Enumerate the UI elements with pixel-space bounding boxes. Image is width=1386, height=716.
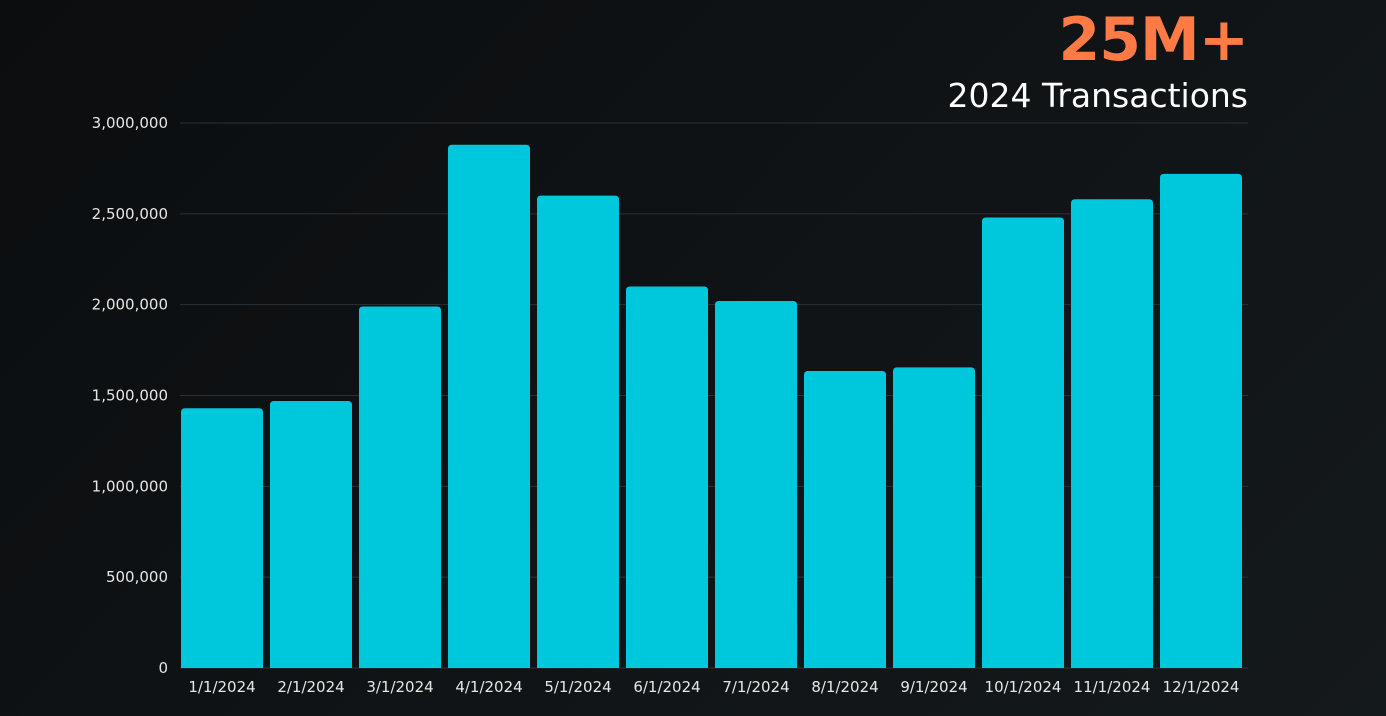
y-tick-label: 2,000,000 xyxy=(92,296,168,314)
x-tick-label: 8/1/2024 xyxy=(811,678,878,696)
x-tick-label: 12/1/2024 xyxy=(1163,678,1240,696)
headline-value: 25M+ xyxy=(1058,5,1249,75)
bar xyxy=(359,306,441,668)
bar xyxy=(537,195,619,668)
bar xyxy=(715,301,797,668)
x-tick-label: 7/1/2024 xyxy=(722,678,789,696)
y-tick-label: 500,000 xyxy=(106,568,168,586)
y-tick-label: 0 xyxy=(158,659,168,677)
y-tick-label: 1,500,000 xyxy=(92,387,168,405)
grid-lines xyxy=(180,122,1248,669)
bar xyxy=(1071,199,1153,669)
x-tick-label: 4/1/2024 xyxy=(455,678,522,696)
x-tick-label: 6/1/2024 xyxy=(633,678,700,696)
bar xyxy=(448,144,530,669)
x-tick-label: 3/1/2024 xyxy=(366,678,433,696)
bar xyxy=(804,370,886,668)
y-tick-label: 3,000,000 xyxy=(92,114,168,132)
y-axis-tick-labels: 0 500,000 1,000,000 1,500,000 2,000,000 2,500… xyxy=(92,114,168,677)
x-tick-label: 11/1/2024 xyxy=(1074,678,1151,696)
y-tick-label: 1,000,000 xyxy=(92,477,168,495)
bars xyxy=(181,144,1242,669)
headline: 25M+ 2024 Transactions xyxy=(947,4,1249,116)
x-tick-label: 10/1/2024 xyxy=(985,678,1062,696)
x-tick-label: 1/1/2024 xyxy=(188,678,255,696)
x-tick-label: 2/1/2024 xyxy=(277,678,344,696)
bar xyxy=(1160,173,1242,668)
x-tick-label: 5/1/2024 xyxy=(544,678,611,696)
bar xyxy=(181,408,263,668)
bar xyxy=(893,367,975,668)
x-axis-tick-labels: 1/1/2024 2/1/2024 3/1/2024 4/1/2024 5/1/2024… xyxy=(188,678,1239,696)
headline-subtitle: 2024 Transactions xyxy=(947,76,1248,115)
bar xyxy=(982,217,1064,668)
x-tick-label: 9/1/2024 xyxy=(900,678,967,696)
bar xyxy=(626,286,708,668)
bar xyxy=(270,400,352,668)
y-tick-label: 2,500,000 xyxy=(92,205,168,223)
